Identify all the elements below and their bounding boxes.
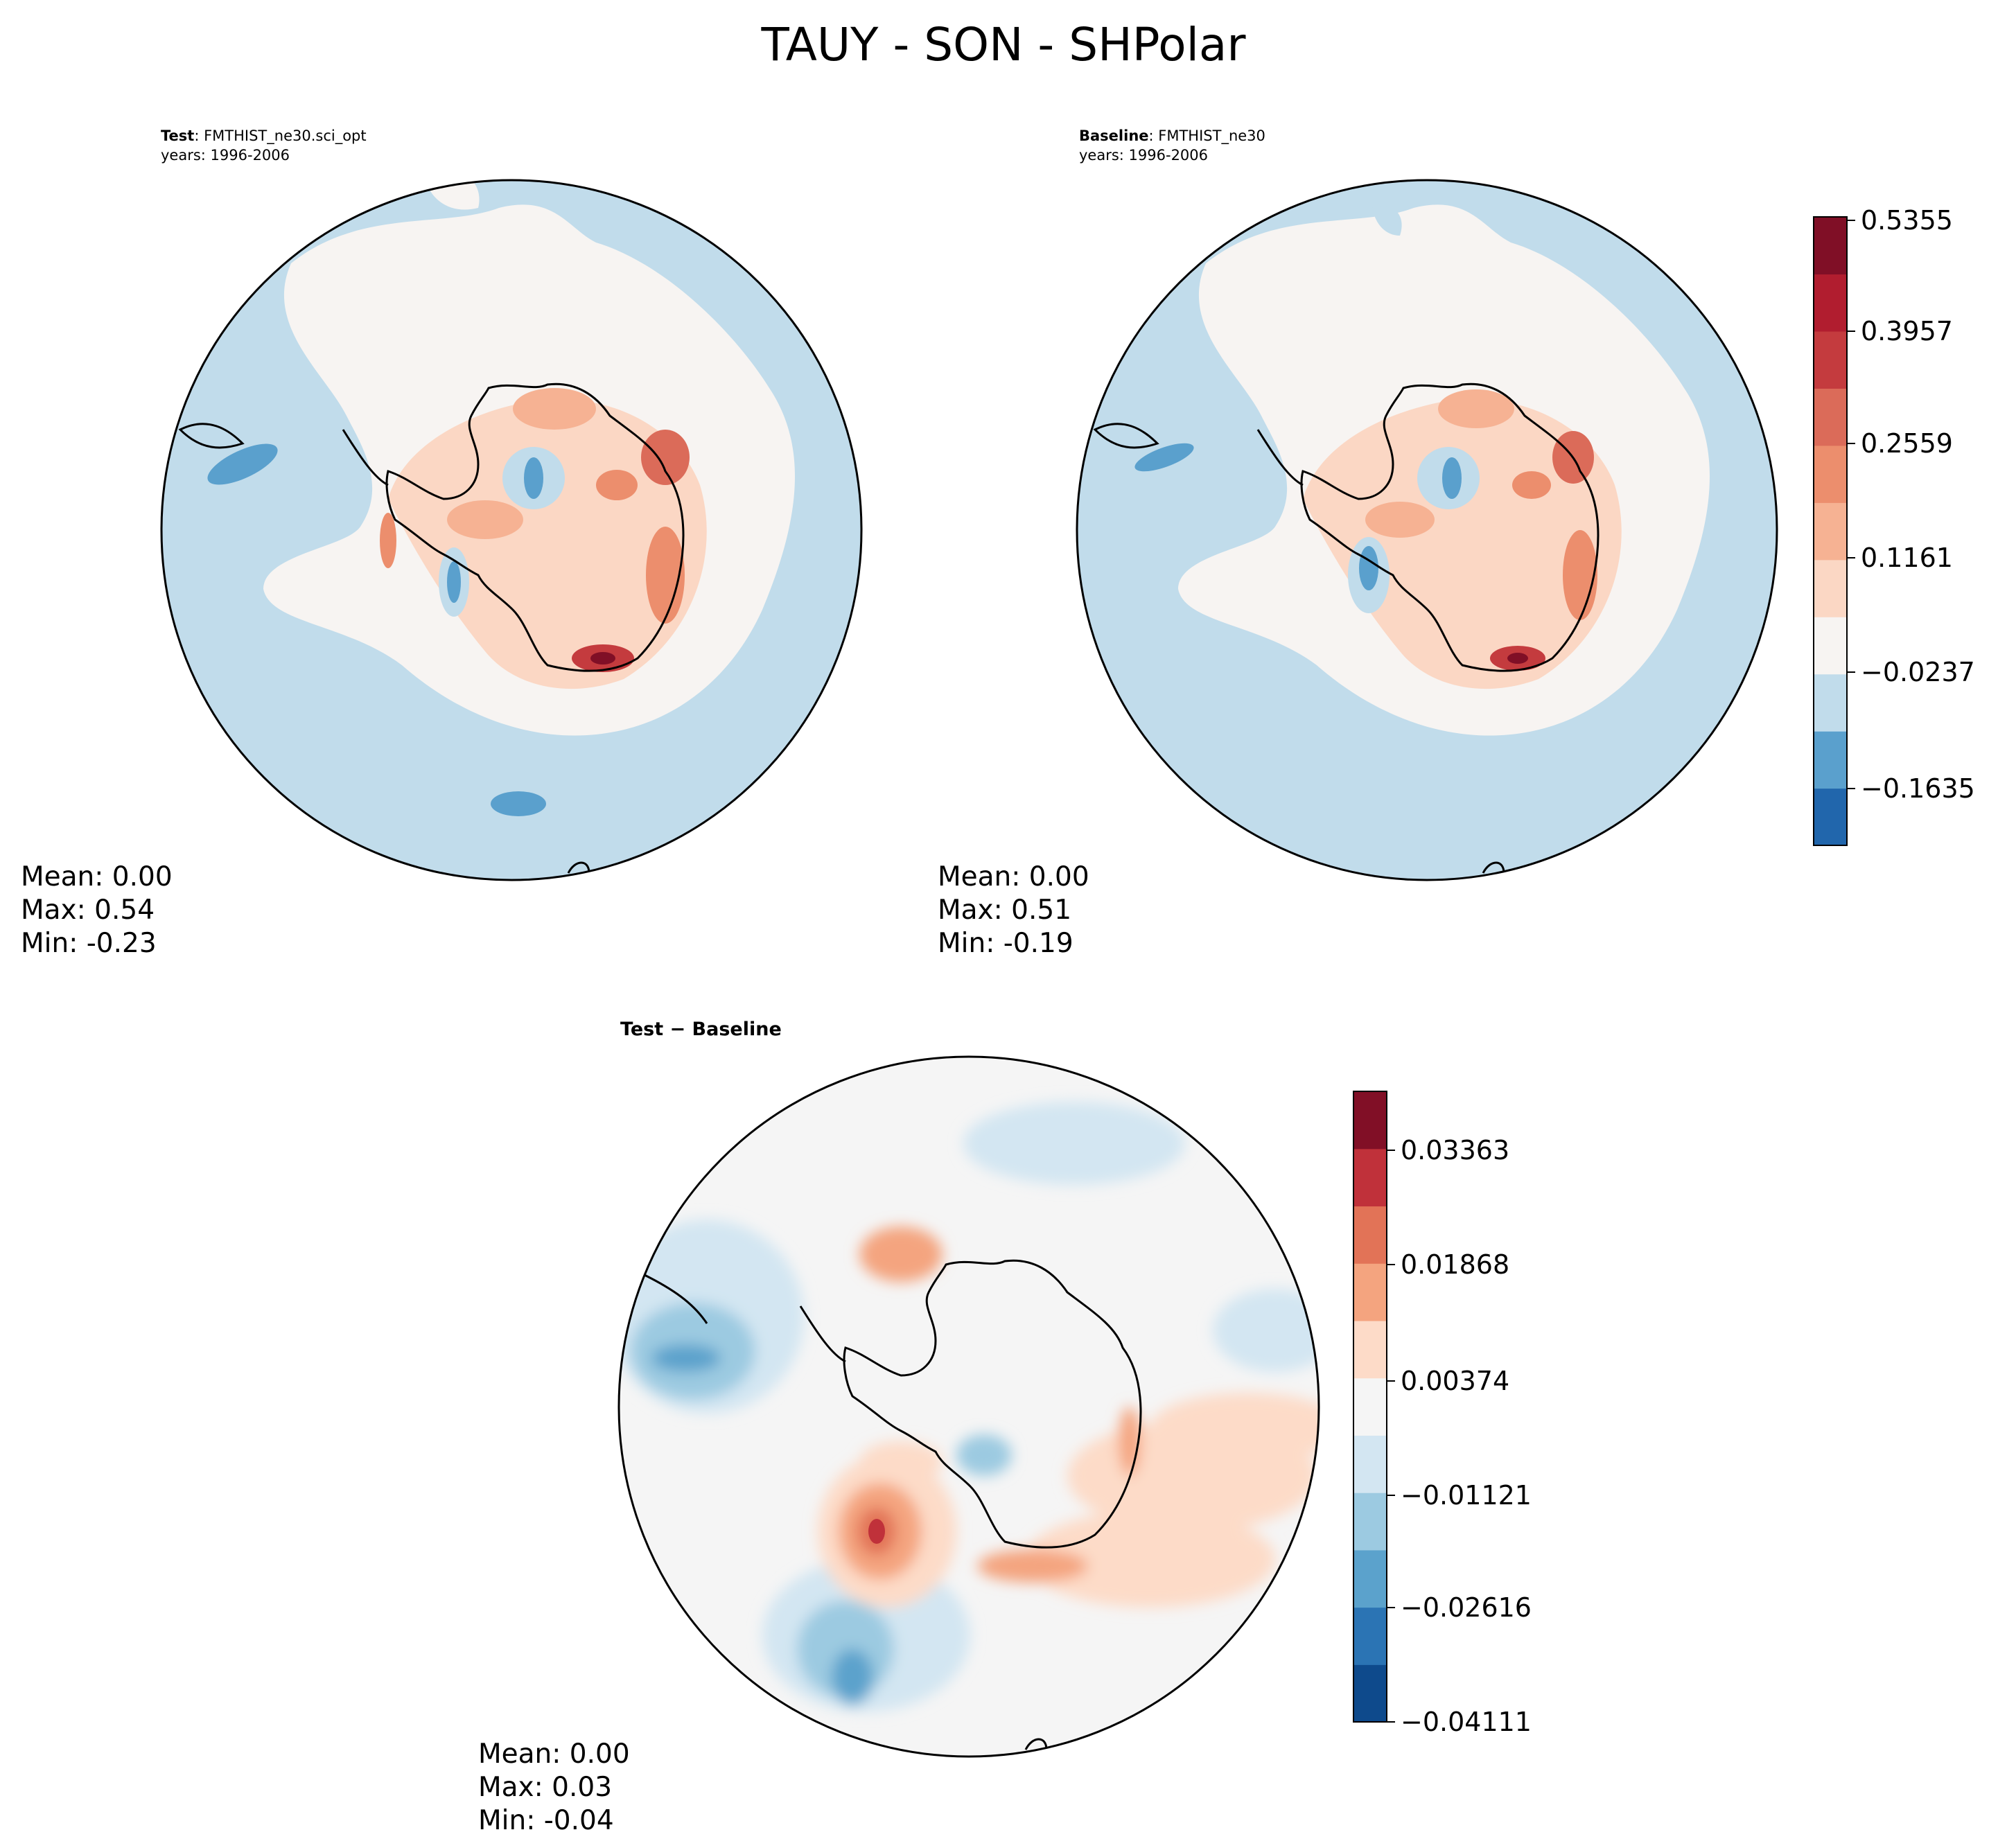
main-colorbar-swatch: [1814, 331, 1847, 389]
test-max: Max: 0.54: [21, 895, 155, 926]
diff-colorbar-tick-label: 0.03363: [1401, 1135, 1510, 1165]
diff-colorbar-swatch: [1353, 1549, 1387, 1608]
main-colorbar-swatch: [1814, 217, 1847, 275]
main-colorbar-swatch: [1814, 788, 1847, 846]
main-colorbar-tick-label: 0.3957: [1861, 316, 1953, 346]
test-subtitle: Test: FMTHIST_ne30.sci_opt years: 1996-2…: [161, 126, 367, 165]
baseline-mean: Mean: 0.00: [938, 861, 1089, 892]
test-years: years: 1996-2006: [161, 147, 290, 164]
test-mean: Mean: 0.00: [21, 861, 173, 892]
main-colorbar-swatch: [1814, 617, 1847, 675]
main-colorbar-swatch: [1814, 502, 1847, 561]
diff-max-hotspot: [868, 1519, 885, 1544]
test-negative-blob-1: [207, 443, 278, 485]
test-name: FMTHIST_ne30.sci_opt: [204, 127, 367, 144]
diff-colorbar-swatch: [1353, 1148, 1387, 1207]
main-colorbar-tick-label: 0.1161: [1861, 543, 1953, 573]
baseline-subtitle: Baseline: FMTHIST_ne30 years: 1996-2006: [1079, 126, 1265, 165]
main-colorbar-swatch: [1814, 388, 1847, 446]
baseline-colon: :: [1148, 127, 1159, 144]
diff-min: Min: -0.04: [478, 1805, 614, 1836]
diff-colorbar-swatch: [1353, 1607, 1387, 1665]
diff-colorbar-tick-label: −0.02616: [1401, 1592, 1532, 1623]
baseline-positive-ring: [1303, 399, 1622, 689]
main-colorbar-tick-label: −0.0237: [1861, 657, 1975, 687]
baseline-hotspot-3: [1563, 530, 1597, 620]
test-label: Test: [161, 127, 195, 144]
diff-max: Max: 0.03: [478, 1772, 613, 1803]
main-colorbar-tick-label: 0.2559: [1861, 428, 1953, 459]
test-stats: Mean: 0.00 Max: 0.54 Min: -0.23: [21, 861, 173, 960]
baseline-name: FMTHIST_ne30: [1158, 127, 1265, 144]
diff-colorbar-swatch: [1353, 1320, 1387, 1379]
baseline-negative-blob: [1134, 443, 1194, 472]
main-colorbar-swatch: [1814, 274, 1847, 332]
diff-colorbar-tick-label: 0.01868: [1401, 1249, 1510, 1280]
diff-antarctica-coast: [843, 1259, 1142, 1549]
test-hotspot-2: [641, 430, 690, 485]
diff-title: Test − Baseline: [620, 1019, 782, 1040]
test-map-border: [160, 179, 863, 881]
diff-stats: Mean: 0.00 Max: 0.03 Min: -0.04: [478, 1738, 630, 1838]
test-negative-blob-2: [491, 791, 546, 816]
diff-colorbar-tick-label: 0.00374: [1401, 1366, 1510, 1396]
main-colorbar: [1813, 216, 1855, 846]
diff-colorbar-swatch: [1353, 1493, 1387, 1551]
main-colorbar-swatch: [1814, 559, 1847, 617]
diff-colorbar-tick-label: −0.04111: [1401, 1707, 1532, 1737]
baseline-map-border: [1076, 179, 1778, 881]
test-hotspot-3: [646, 527, 685, 624]
main-colorbar-frame: [1813, 216, 1848, 846]
baseline-label: Baseline: [1079, 127, 1149, 144]
baseline-max: Max: 0.51: [938, 895, 1072, 926]
main-colorbar-swatch: [1814, 674, 1847, 732]
main-colorbar-swatch: [1814, 731, 1847, 789]
diff-colorbar-swatch: [1353, 1664, 1387, 1723]
main-colorbar-swatch: [1814, 445, 1847, 503]
test-antarctica-coast: [385, 382, 685, 672]
diff-colorbar-swatch: [1353, 1263, 1387, 1321]
main-colorbar-tick-label: 0.5355: [1861, 205, 1953, 236]
diff-map: [619, 1057, 1319, 1757]
main-colorbar-tick-label: −0.1635: [1861, 773, 1975, 804]
test-positive-ring: [388, 399, 707, 689]
baseline-stats: Mean: 0.00 Max: 0.51 Min: -0.19: [938, 861, 1089, 960]
diff-colorbar-swatch: [1353, 1435, 1387, 1493]
baseline-hotspot-1: [1438, 389, 1514, 428]
diff-map-border: [617, 1055, 1320, 1758]
diff-colorbar-swatch: [1353, 1091, 1387, 1150]
test-hotspot-1: [513, 388, 596, 430]
diff-colorbar-tick-label: −0.01121: [1401, 1480, 1532, 1511]
diff-colorbar-swatch: [1353, 1206, 1387, 1264]
test-colon: :: [194, 127, 204, 144]
diff-mean: Mean: 0.00: [478, 1739, 630, 1770]
diff-colorbar-frame: [1353, 1091, 1387, 1723]
diff-colorbar: [1353, 1091, 1395, 1723]
baseline-antarctica-coast: [1300, 382, 1600, 672]
baseline-years: years: 1996-2006: [1079, 147, 1209, 164]
baseline-map: [1077, 180, 1777, 880]
diff-colorbar-swatch: [1353, 1378, 1387, 1436]
test-map: [161, 180, 861, 880]
baseline-min: Min: -0.19: [938, 928, 1073, 959]
figure-title: TAUY - SON - SHPolar: [761, 18, 1246, 71]
test-min: Min: -0.23: [21, 928, 157, 959]
